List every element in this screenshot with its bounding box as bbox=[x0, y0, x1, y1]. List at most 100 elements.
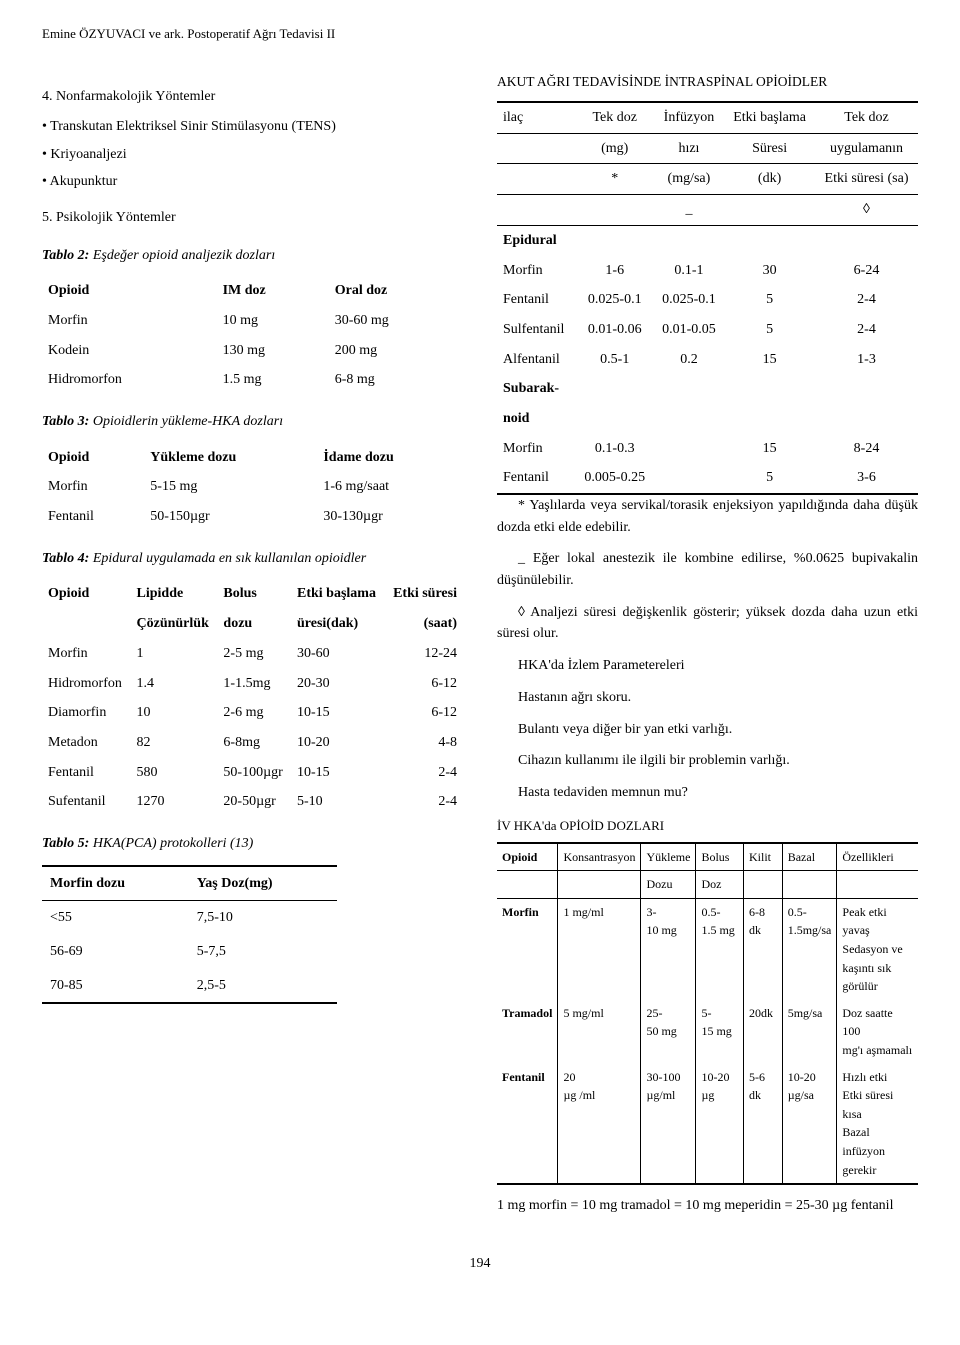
table-row: Metadon826-8mg10-204-8 bbox=[42, 728, 463, 758]
caption-rest: Eşdeğer opioid analjezik dozları bbox=[89, 248, 275, 263]
th: Bolus bbox=[696, 843, 744, 871]
th bbox=[782, 871, 837, 899]
cell: 30 bbox=[724, 256, 815, 286]
table-row: Morfin5-15 mg1-6 mg/saat bbox=[42, 472, 463, 502]
cell bbox=[724, 374, 815, 404]
cell: 82 bbox=[131, 728, 218, 758]
line: Hastanın ağrı skoru. bbox=[497, 687, 918, 709]
caption-name: Tablo 2: bbox=[42, 248, 89, 263]
th bbox=[558, 871, 641, 899]
cell bbox=[815, 225, 918, 255]
th: (dk) bbox=[724, 164, 815, 195]
akut-heading: AKUT AĞRI TEDAVİSİNDE İNTRASPİNAL OPİOİD… bbox=[497, 72, 918, 93]
cell: 2-4 bbox=[385, 787, 463, 817]
tablo3: Opioid Yükleme dozu İdame dozu Morfin5-1… bbox=[42, 443, 463, 532]
th: Tek doz bbox=[815, 102, 918, 133]
th bbox=[576, 195, 654, 226]
th bbox=[497, 164, 576, 195]
th: Tek doz bbox=[576, 102, 654, 133]
cell: 25-50 mg bbox=[641, 1000, 696, 1064]
equivalence-line: 1 mg morfin = 10 mg tramadol = 10 mg mep… bbox=[497, 1195, 918, 1217]
cell: 10 mg bbox=[217, 306, 329, 336]
th: İdame dozu bbox=[317, 443, 463, 473]
cell: Tramadol bbox=[497, 1000, 558, 1064]
th: Opioid bbox=[42, 579, 131, 609]
cell: 1-1.5mg bbox=[217, 669, 291, 699]
th: Süresi bbox=[724, 133, 815, 164]
cell: 30-60 bbox=[291, 639, 385, 669]
cell bbox=[654, 463, 724, 494]
cell: 1 mg/ml bbox=[558, 898, 641, 999]
th bbox=[42, 609, 131, 639]
line: HKA'da İzlem Parametereleri bbox=[497, 655, 918, 677]
cell: Kodein bbox=[42, 336, 217, 366]
cell: 8-24 bbox=[815, 434, 918, 464]
page-number: 194 bbox=[42, 1253, 918, 1275]
cell: Hızlı etkiEtki süresi kısaBazal infüzyon… bbox=[837, 1064, 918, 1185]
cell: 7,5-10 bbox=[189, 901, 337, 935]
cell: 0.5-1.5mg/sa bbox=[782, 898, 837, 999]
tablo4: Opioid Lipidde Bolus Etki başlama Etki s… bbox=[42, 579, 463, 817]
cell: Epidural bbox=[497, 225, 576, 255]
cell: 5 bbox=[724, 315, 815, 345]
cell: Sulfentanil bbox=[497, 315, 576, 345]
cell: 0.5-1 bbox=[576, 345, 654, 375]
th: Yükleme dozu bbox=[144, 443, 317, 473]
caption-rest: Opioidlerin yükleme-HKA dozları bbox=[89, 414, 283, 429]
line: Bulantı veya diğer bir yan etki varlığı. bbox=[497, 719, 918, 741]
cell: 0.025-0.1 bbox=[576, 285, 654, 315]
cell: 2-4 bbox=[815, 285, 918, 315]
cell: Morfin bbox=[497, 898, 558, 999]
table-row: Sufentanil127020-50µgr5-102-4 bbox=[42, 787, 463, 817]
cell: 580 bbox=[131, 758, 218, 788]
cell bbox=[576, 404, 654, 434]
note-star: * Yaşlılarda veya servikal/torasik enjek… bbox=[497, 495, 918, 538]
tablo5: Morfin dozu Yaş Doz(mg) <557,5-1056-695-… bbox=[42, 865, 337, 1005]
cell: 10-15 bbox=[291, 698, 385, 728]
cell: 3-6 bbox=[815, 463, 918, 494]
table-row: Hidromorfon1.41-1.5mg20-306-12 bbox=[42, 669, 463, 699]
bullet: Kriyoanaljezi bbox=[42, 144, 463, 166]
table-row: Morfin0.1-0.3158-24 bbox=[497, 434, 918, 464]
th bbox=[837, 871, 918, 899]
cell: 10-15 bbox=[291, 758, 385, 788]
cell: 50-150µgr bbox=[144, 502, 317, 532]
table-row: Morfin1-60.1-1306-24 bbox=[497, 256, 918, 286]
cell: 5-6 dk bbox=[743, 1064, 782, 1185]
cell: Sufentanil bbox=[42, 787, 131, 817]
table-row: Diamorfin102-6 mg10-156-12 bbox=[42, 698, 463, 728]
th: ◊ bbox=[815, 195, 918, 226]
cell: 6-24 bbox=[815, 256, 918, 286]
cell: Fentanil bbox=[497, 1064, 558, 1185]
cell: Fentanil bbox=[42, 502, 144, 532]
cell: <55 bbox=[42, 901, 189, 935]
cell: 30-130µgr bbox=[317, 502, 463, 532]
cell bbox=[724, 404, 815, 434]
cell bbox=[724, 225, 815, 255]
cell: Subarak- bbox=[497, 374, 576, 404]
th: IM doz bbox=[217, 276, 329, 306]
table-row: Morfin12-5 mg30-6012-24 bbox=[42, 639, 463, 669]
table-row: Kodein130 mg200 mg bbox=[42, 336, 463, 366]
th: Özellikleri bbox=[837, 843, 918, 871]
cell: 5 mg/ml bbox=[558, 1000, 641, 1064]
cell: 0.01-0.05 bbox=[654, 315, 724, 345]
table-row: Fentanil50-150µgr30-130µgr bbox=[42, 502, 463, 532]
cell: Morfin bbox=[497, 256, 576, 286]
cell: 6-12 bbox=[385, 669, 463, 699]
table-row: Fentanil20µg /ml30-100µg/ml10-20 µg5-6 d… bbox=[497, 1064, 918, 1185]
cell: 0.2 bbox=[654, 345, 724, 375]
cell: 5mg/sa bbox=[782, 1000, 837, 1064]
th: Doz bbox=[696, 871, 744, 899]
th: * bbox=[576, 164, 654, 195]
th bbox=[497, 133, 576, 164]
cell: 0.1-1 bbox=[654, 256, 724, 286]
cell bbox=[654, 404, 724, 434]
table-row: 70-852,5-5 bbox=[42, 969, 337, 1004]
cell: Morfin bbox=[42, 472, 144, 502]
table-row: Tramadol5 mg/ml25-50 mg5-15 mg20dk5mg/sa… bbox=[497, 1000, 918, 1064]
cell: Metadon bbox=[42, 728, 131, 758]
left-column: 4. Nonfarmakolojik Yöntemler Transkutan … bbox=[42, 72, 463, 1227]
section4-title: 4. Nonfarmakolojik Yöntemler bbox=[42, 86, 463, 108]
cell bbox=[654, 374, 724, 404]
